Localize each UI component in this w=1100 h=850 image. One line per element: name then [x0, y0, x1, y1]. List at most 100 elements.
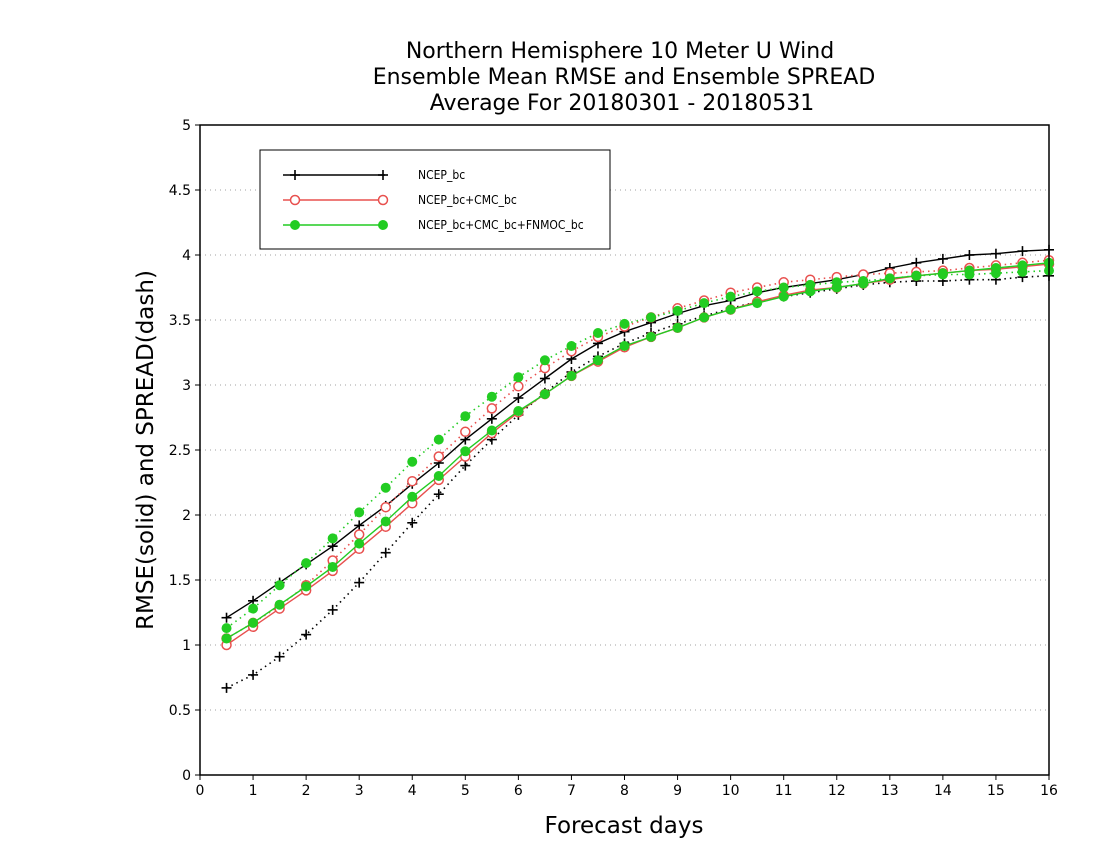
x-tick-label: 12	[828, 783, 846, 799]
data-point	[407, 491, 418, 502]
legend: NCEP_bc NCEP_bc+CMC_bc NCEP_bc+CMC_bc+FNMO…	[259, 149, 611, 250]
series-2	[221, 257, 1054, 644]
data-point	[353, 529, 365, 540]
series-0	[221, 244, 1054, 693]
data-point	[752, 298, 763, 309]
data-point	[460, 426, 471, 438]
data-point	[248, 669, 259, 680]
legend-label: NCEP_bc	[418, 168, 465, 182]
data-point	[858, 278, 869, 289]
legend-label: NCEP_bc+CMC_bc	[418, 193, 517, 207]
data-point	[433, 489, 444, 500]
data-point	[539, 373, 550, 384]
data-point	[354, 507, 365, 518]
x-tick-label: 9	[673, 783, 682, 799]
x-tick-label: 2	[302, 783, 311, 799]
y-axis-label: RMSE(solid) and SPREAD(dash)	[133, 270, 159, 630]
data-point	[274, 651, 285, 662]
rmse-line	[226, 262, 1050, 640]
data-point	[486, 391, 497, 402]
x-tick-label: 8	[620, 783, 629, 799]
chart-title-line-2: Ensemble Mean RMSE and Ensemble SPREAD	[373, 65, 876, 90]
data-point	[354, 577, 365, 588]
data-point	[937, 253, 948, 264]
x-axis: 0 1 2 3 4 5 6 7 8 9 10 11 12 13 14 15 16	[196, 775, 1058, 799]
data-point	[327, 604, 338, 615]
data-point	[460, 460, 471, 471]
spread-line	[226, 269, 1050, 629]
data-point	[486, 425, 497, 436]
data-point	[699, 312, 710, 323]
data-point	[378, 170, 388, 180]
y-tick-label: 2.5	[169, 443, 191, 459]
y-axis: 0 0.5 1 1.5 2 2.5 3 3.5 4 4.5 5	[169, 118, 200, 784]
data-point	[274, 599, 285, 610]
y-tick-label: 1	[182, 638, 191, 654]
data-point	[290, 170, 300, 180]
data-point	[486, 403, 498, 414]
data-point	[407, 475, 418, 487]
data-point	[513, 381, 524, 392]
data-point	[937, 268, 948, 279]
y-tick-label: 3.5	[169, 313, 191, 329]
data-point	[884, 273, 895, 284]
data-point	[1017, 246, 1028, 257]
x-tick-label: 14	[934, 783, 952, 799]
data-point	[964, 250, 975, 260]
data-point	[380, 482, 391, 493]
data-point	[964, 265, 975, 276]
data-point	[778, 282, 789, 293]
data-point	[301, 629, 312, 640]
data-point	[725, 291, 736, 302]
data-point	[725, 304, 736, 315]
data-point	[539, 389, 550, 400]
data-point	[221, 633, 232, 644]
data-point	[290, 220, 300, 230]
data-point	[619, 341, 630, 351]
data-point	[831, 282, 842, 293]
x-tick-label: 1	[249, 783, 258, 799]
legend-entry: NCEP_bc+CMC_bc	[283, 193, 517, 207]
y-tick-label: 2	[182, 508, 191, 524]
data-point	[513, 393, 524, 403]
data-point	[1017, 260, 1028, 271]
legend-label: NCEP_bc+CMC_bc+FNMOC_bc	[418, 218, 584, 232]
data-point	[433, 434, 444, 445]
chart-title: Northern Hemisphere 10 Meter U Wind Ense…	[373, 39, 876, 116]
data-point	[646, 312, 657, 323]
x-tick-label: 16	[1040, 783, 1058, 799]
data-point	[672, 322, 683, 333]
spread-line	[226, 275, 1050, 689]
x-axis-label: Forecast days	[545, 813, 704, 839]
data-point	[619, 318, 630, 329]
chart-title-line-1: Northern Hemisphere 10 Meter U Wind	[406, 39, 834, 64]
data-point	[778, 291, 789, 302]
y-tick-label: 0	[182, 768, 191, 784]
y-tick-label: 0.5	[169, 703, 191, 719]
data-point	[354, 538, 365, 549]
data-point	[248, 603, 259, 614]
x-tick-label: 7	[567, 783, 576, 799]
data-point	[752, 286, 763, 297]
series-1	[221, 254, 1055, 651]
series-layer	[221, 244, 1055, 693]
data-point	[301, 558, 312, 569]
data-point	[911, 270, 922, 281]
data-point	[380, 547, 391, 558]
data-point	[433, 451, 445, 462]
data-point	[990, 263, 1001, 273]
x-tick-label: 4	[408, 783, 417, 799]
data-point	[566, 341, 577, 351]
x-tick-label: 10	[722, 783, 740, 799]
data-point	[990, 248, 1001, 259]
data-point	[566, 370, 577, 381]
data-point	[301, 581, 312, 592]
data-point	[248, 617, 259, 628]
data-point	[433, 471, 444, 481]
y-tick-label: 3	[182, 378, 191, 394]
y-tick-label: 5	[182, 118, 191, 134]
data-point	[407, 456, 418, 467]
x-tick-label: 13	[881, 783, 899, 799]
x-tick-label: 5	[461, 783, 470, 799]
